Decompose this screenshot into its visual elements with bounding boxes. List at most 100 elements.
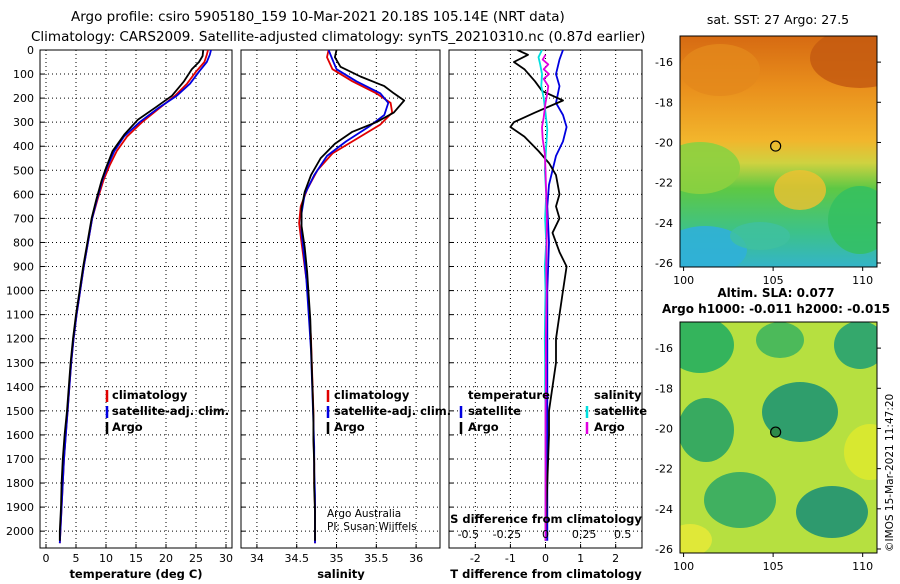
- lat-tick-label: -20: [655, 136, 673, 149]
- x-tick-label: 1: [577, 552, 584, 565]
- lat-tick-label: -22: [655, 463, 673, 476]
- x-tick-label: 20: [159, 552, 173, 565]
- depth-tick-label: 1800: [6, 477, 34, 490]
- depth-tick-label: 0: [27, 44, 34, 57]
- lat-tick-label: -20: [655, 422, 673, 435]
- depth-tick-labels: 0 100 200 300 400 500 600 700 800 900 1000 1100 1200…: [6, 44, 34, 538]
- x-tick-label: 5: [73, 552, 80, 565]
- sst-map-frame: [679, 35, 878, 268]
- lon-tick-label: 100: [673, 274, 694, 287]
- lon-tick-label: 105: [763, 274, 784, 287]
- lat-tick-label: -16: [655, 342, 673, 355]
- depth-tick-label: 1600: [6, 429, 34, 442]
- depth-tick-label: 700: [13, 212, 34, 225]
- lon-tick-label: 110: [852, 560, 873, 573]
- credit-pi: PI: Susan Wijffels: [327, 521, 417, 533]
- salinity-frame: [240, 49, 441, 549]
- legend-s-satellite-label: satellite: [594, 404, 647, 418]
- lat-tick-label: -24: [655, 503, 673, 516]
- depth-tick-label: 1900: [6, 501, 34, 514]
- lon-tick-label: 100: [673, 560, 694, 573]
- difference-legend: temperature satellite Argo salinity sate…: [459, 388, 647, 434]
- lat-tick-label: -18: [655, 382, 673, 395]
- x-tick-label: -1: [505, 552, 516, 565]
- sla-map-frame: [679, 321, 878, 554]
- legend-s-argo-label: Argo: [594, 420, 625, 434]
- x-tick-label: 30: [219, 552, 233, 565]
- temperature-legend: climatology satellite-adj. clim. Argo: [105, 388, 229, 434]
- legend-argo-label: Argo: [112, 420, 143, 434]
- x-tick-label: 34.5: [284, 552, 309, 565]
- header-line-2: Climatology: CARS2009. Satellite-adjuste…: [31, 29, 645, 45]
- salinity-xlabel: salinity: [317, 567, 365, 580]
- salinity-legend: climatology satellite-adj. clim. Argo: [326, 388, 451, 434]
- s-difference-xlabel: S difference from climatology: [450, 512, 642, 526]
- x-tick-label: -2: [470, 552, 481, 565]
- depth-tick-label: 900: [13, 261, 34, 274]
- s-diff-tick-label: 0.5: [614, 528, 632, 541]
- series-argo: [58, 50, 205, 541]
- imos-timestamp: ©IMOS 15-Mar-2021 11:47:20: [884, 394, 896, 552]
- x-tick-label: 36: [409, 552, 423, 565]
- lat-tick-label: -18: [655, 96, 673, 109]
- difference-panel: -2 -1 0 1 2 -0.5 -0.25 0 0.25 0.5 T difference f…: [448, 49, 647, 581]
- series-t-satellite: [546, 50, 568, 541]
- lat-tick-label: -16: [655, 56, 673, 69]
- depth-tick-label: 800: [13, 236, 34, 249]
- temperature-xlabel: temperature (deg C): [69, 567, 202, 580]
- lat-tick-label: -22: [655, 177, 673, 190]
- sst-map: sat. SST: 27 Argo: 27.5 -16-18-20-22-24-…: [655, 12, 881, 287]
- x-tick-label: 10: [99, 552, 113, 565]
- depth-tick-label: 100: [13, 68, 34, 81]
- x-tick-label: 25: [189, 552, 203, 565]
- depth-tick-label: 2000: [6, 525, 34, 538]
- temperature-xtick-labels: 0 5 10 15 20 25 30: [43, 552, 234, 565]
- legend-argo-label: Argo: [334, 420, 365, 434]
- series-argo: [300, 50, 406, 541]
- sla-argo-location-marker: [770, 426, 782, 438]
- salinity-xtick-labels: 34 34.5 35 35.5 36: [250, 552, 423, 565]
- depth-tick-label: 200: [13, 92, 34, 105]
- header-line-1: Argo profile: csiro 5905180_159 10-Mar-2…: [71, 9, 565, 25]
- salinity-grid: [241, 49, 440, 548]
- credit-argo-australia: Argo Australia: [327, 508, 401, 520]
- x-tick-label: 0: [43, 552, 50, 565]
- legend-satellite-label: satellite-adj. clim.: [334, 404, 451, 418]
- legend-t-argo-label: Argo: [468, 420, 499, 434]
- x-tick-label: 2: [612, 552, 619, 565]
- depth-tick-label: 1100: [6, 309, 34, 322]
- s-difference-tick-labels: -0.5 -0.25 0 0.25 0.5: [458, 528, 632, 541]
- legend-climatology-label: climatology: [334, 388, 410, 402]
- salinity-lines: [298, 50, 406, 544]
- depth-tick-label: 1200: [6, 333, 34, 346]
- difference-xtick-labels: -2 -1 0 1 2: [470, 552, 619, 565]
- depth-tick-label: 600: [13, 188, 34, 201]
- sla-map-title: Altim. SLA: 0.077: [717, 286, 834, 300]
- salinity-panel: 34 34.5 35 35.5 36 salinity climatology sate…: [240, 49, 451, 581]
- depth-tick-label: 300: [13, 116, 34, 129]
- s-diff-tick-label: 0.25: [572, 528, 597, 541]
- sst-field: [680, 36, 877, 267]
- temperature-lines: [58, 50, 212, 544]
- legend-salinity-heading: salinity: [594, 388, 642, 402]
- s-diff-tick-label: -0.5: [458, 528, 479, 541]
- lat-tick-label: -24: [655, 217, 673, 230]
- sla-map-subtitle: Argo h1000: -0.011 h2000: -0.015: [662, 302, 890, 316]
- s-diff-tick-label: -0.25: [493, 528, 521, 541]
- legend-climatology-label: climatology: [112, 388, 188, 402]
- x-tick-label: 0: [542, 552, 549, 565]
- s-diff-tick-label: 0: [542, 528, 549, 541]
- x-tick-label: 35: [330, 552, 344, 565]
- depth-tick-label: 400: [13, 140, 34, 153]
- sla-map: Altim. SLA: 0.077 Argo h1000: -0.011 h20…: [655, 286, 890, 573]
- depth-tick-label: 1300: [6, 357, 34, 370]
- sst-argo-location-marker: [770, 140, 782, 152]
- depth-tick-label: 1000: [6, 285, 34, 298]
- depth-tick-label: 1700: [6, 453, 34, 466]
- x-tick-label: 15: [129, 552, 143, 565]
- depth-tick-label: 1500: [6, 405, 34, 418]
- series-satellite-adj-clim-: [58, 50, 212, 544]
- legend-satellite-label: satellite-adj. clim.: [112, 404, 229, 418]
